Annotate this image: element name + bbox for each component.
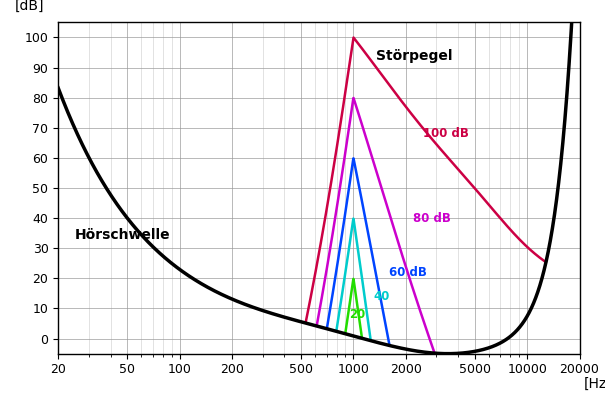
Text: 40: 40	[373, 290, 390, 303]
Text: 20: 20	[350, 308, 366, 321]
Text: 100 dB: 100 dB	[422, 127, 468, 140]
Text: 80 dB: 80 dB	[413, 212, 451, 224]
Text: Störpegel: Störpegel	[376, 50, 453, 63]
Y-axis label: [dB]: [dB]	[15, 0, 44, 12]
Text: 60 dB: 60 dB	[389, 266, 427, 279]
Text: Hörschwelle: Hörschwelle	[75, 228, 171, 242]
X-axis label: [Hz]: [Hz]	[583, 377, 605, 391]
